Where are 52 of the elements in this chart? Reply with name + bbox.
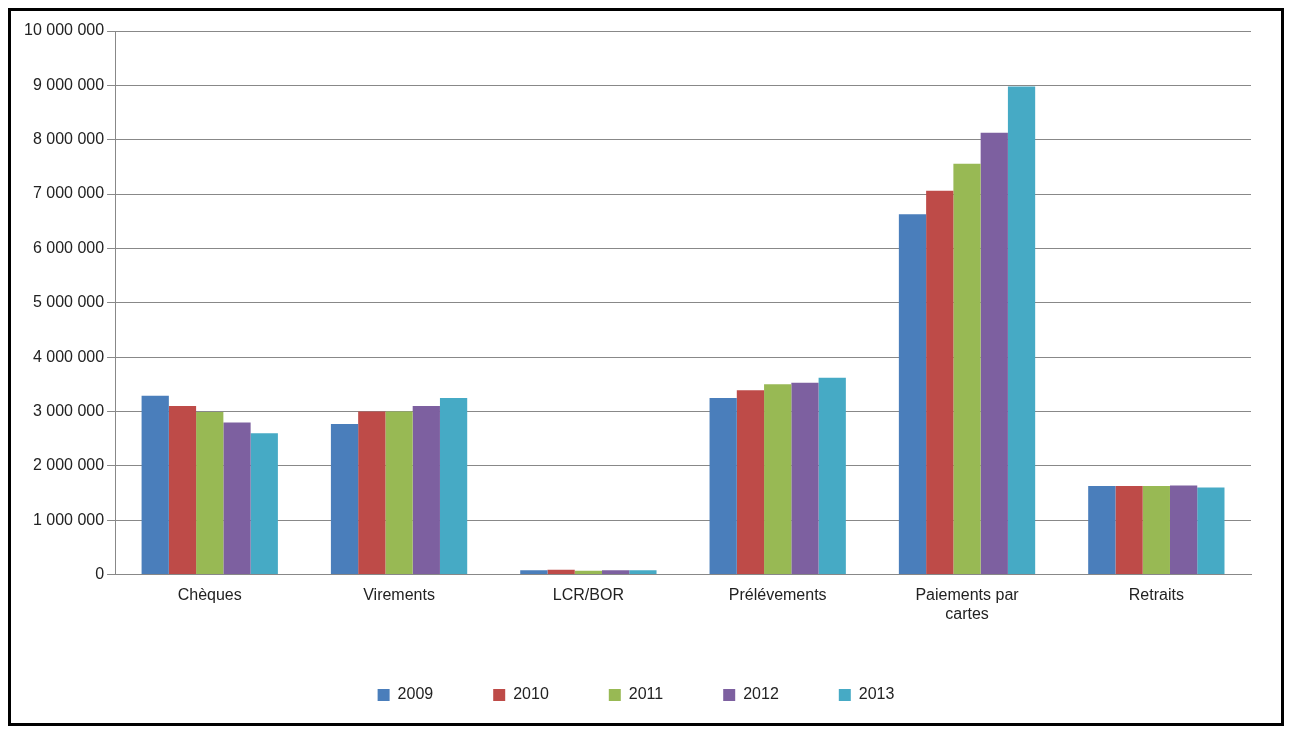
bar	[1115, 485, 1143, 575]
y-tick-label: 5 000 000	[32, 293, 105, 311]
y-tick-label: 7 000 000	[32, 184, 105, 202]
bar	[709, 397, 737, 575]
legend-label: 2010	[513, 685, 549, 703]
bar	[1007, 86, 1036, 575]
bar	[818, 377, 846, 575]
legend-label: 2011	[628, 685, 664, 703]
x-tick-label: Prélévements	[728, 585, 827, 603]
bar	[898, 214, 927, 575]
y-tick-label: 10 000 000	[24, 21, 105, 39]
bar	[1169, 485, 1198, 575]
x-tick-label: Chèques	[177, 585, 242, 603]
bar	[439, 397, 468, 575]
bar	[385, 411, 413, 575]
bar	[1197, 487, 1225, 575]
bar	[358, 411, 386, 575]
bar	[736, 390, 765, 575]
y-tick-label: 9 000 000	[32, 75, 105, 93]
y-tick-label: 4 000 000	[32, 347, 105, 365]
x-tick-label: Retraits	[1128, 585, 1184, 603]
bar	[629, 570, 657, 575]
legend-label: 2012	[743, 685, 779, 703]
y-tick-label: 3 000 000	[32, 401, 105, 419]
x-tick-label: LCR/BOR	[552, 585, 624, 603]
y-tick-label: 8 000 000	[32, 130, 105, 148]
bar	[602, 570, 630, 575]
bar	[574, 570, 603, 575]
legend-label: 2009	[397, 685, 434, 703]
bar	[168, 406, 197, 575]
bar	[196, 412, 224, 575]
bar	[520, 570, 548, 575]
bar	[926, 190, 954, 575]
bar	[1088, 485, 1116, 575]
bar	[1142, 485, 1170, 575]
x-tick-label: Virements	[363, 585, 435, 603]
bar	[953, 163, 981, 575]
legend-label: 2013	[858, 685, 895, 703]
bar	[980, 132, 1008, 575]
y-tick-label: 6 000 000	[32, 238, 105, 256]
y-tick-label: 2 000 000	[32, 456, 105, 474]
bar	[141, 395, 169, 575]
bar	[547, 569, 575, 575]
bar	[764, 384, 792, 575]
bar	[223, 422, 251, 575]
bar	[330, 424, 359, 575]
bar	[250, 433, 278, 575]
bar	[791, 382, 819, 575]
bar	[412, 406, 440, 575]
x-tick-label: Paiements par cartes	[915, 585, 1020, 622]
y-tick-label: 0	[95, 565, 105, 583]
y-tick-label: 1 000 000	[32, 510, 105, 528]
